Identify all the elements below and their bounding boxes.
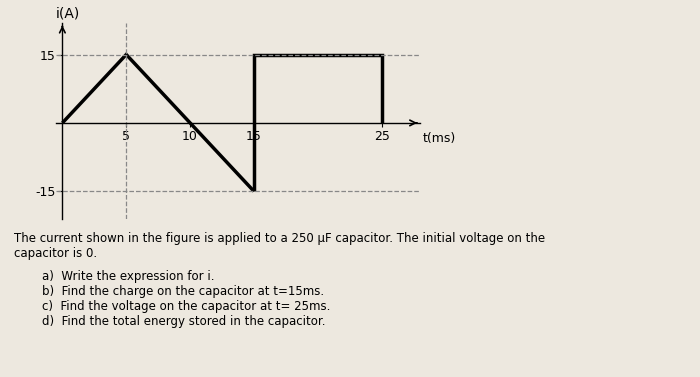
Text: c)  Find the voltage on the capacitor at t= 25ms.: c) Find the voltage on the capacitor at … (42, 300, 330, 313)
Text: t(ms): t(ms) (423, 132, 456, 145)
Text: d)  Find the total energy stored in the capacitor.: d) Find the total energy stored in the c… (42, 315, 326, 328)
Text: i(A): i(A) (56, 6, 80, 20)
Text: capacitor is 0.: capacitor is 0. (14, 247, 97, 260)
Text: b)  Find the charge on the capacitor at t=15ms.: b) Find the charge on the capacitor at t… (42, 285, 324, 297)
Text: The current shown in the figure is applied to a 250 μF capacitor. The initial vo: The current shown in the figure is appli… (14, 232, 545, 245)
Text: a)  Write the expression for i.: a) Write the expression for i. (42, 270, 214, 282)
